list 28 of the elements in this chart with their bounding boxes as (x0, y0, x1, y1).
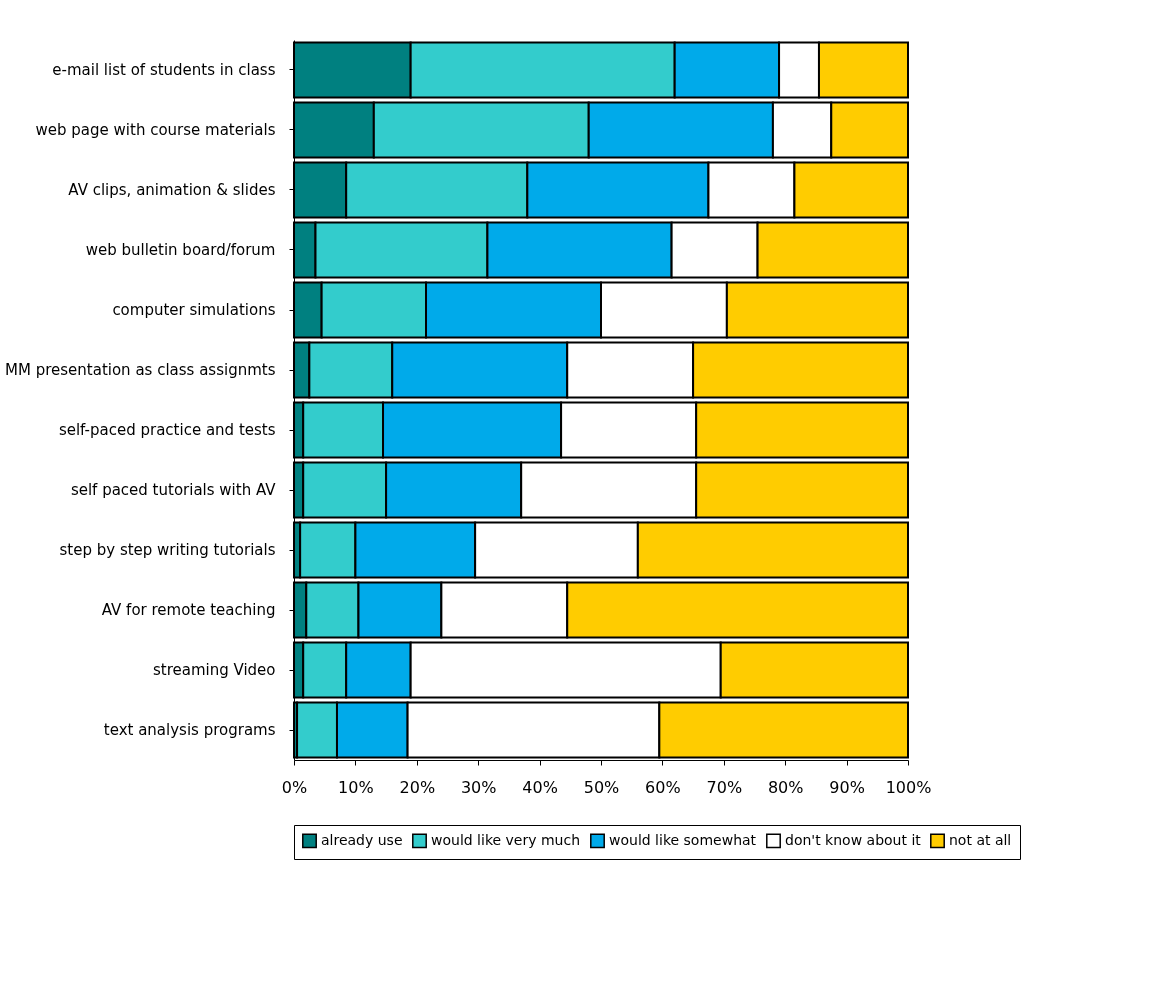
legend-label: would like somewhat (609, 831, 757, 848)
legend-label: don't know about it (785, 831, 922, 848)
y-tick-label: e-mail list of students in class (52, 61, 276, 79)
y-tick-label: self-paced practice and tests (58, 421, 276, 439)
x-tick-label: 100% (885, 777, 932, 797)
y-tick-label: self paced tutorials with AV (70, 481, 277, 499)
x-tick-label: 70% (706, 777, 743, 797)
x-tick-label: 10% (338, 777, 374, 797)
y-tick-label: step by step writing tutorials (59, 541, 276, 559)
y-tick-label: MM presentation as class assignmts (5, 361, 276, 379)
legend-label: not at all (949, 831, 1012, 848)
x-tick-label: 80% (767, 777, 804, 797)
y-tick-label: web bulletin board/forum (85, 241, 276, 259)
y-tick-label: streaming Video (152, 661, 276, 679)
x-tick-label: 60% (645, 777, 681, 797)
y-tick-label: web page with course materials (35, 121, 276, 139)
x-tick-label: 40% (522, 777, 558, 797)
x-tick-label: 50% (583, 777, 620, 797)
legend-label: already use (321, 831, 403, 848)
y-tick-label: text analysis programs (103, 721, 276, 739)
x-tick-label: 30% (460, 777, 497, 797)
legend-label: would like very much (431, 831, 581, 848)
x-tick-label: 20% (399, 777, 436, 797)
y-tick-label: computer simulations (112, 301, 276, 319)
x-tick-label: 90% (829, 777, 865, 797)
y-tick-label: AV clips, animation & slides (68, 181, 276, 199)
x-tick-label: 0% (281, 777, 308, 797)
y-tick-label: AV for remote teaching (101, 601, 276, 619)
